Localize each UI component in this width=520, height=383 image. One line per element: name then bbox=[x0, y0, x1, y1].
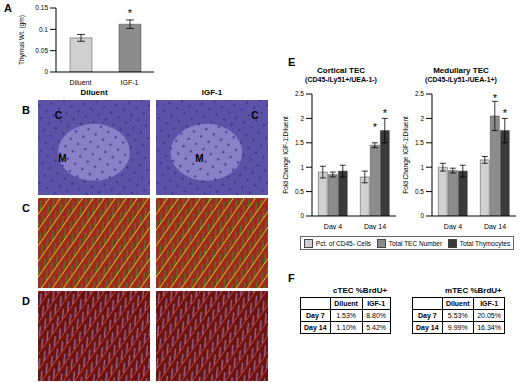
html-text:E: E bbox=[288, 56, 296, 68]
svg-text:2: 2 bbox=[300, 115, 304, 122]
svg-text:2: 2 bbox=[420, 115, 424, 122]
svg-text:C: C bbox=[55, 110, 62, 121]
svg-text:0.5: 0.5 bbox=[415, 188, 424, 195]
html-text:Pct. of CD45- Cells: Pct. of CD45- Cells bbox=[315, 239, 372, 247]
svg-text:0.1: 0.1 bbox=[39, 26, 48, 33]
html-text:1.10%: 1.10% bbox=[336, 324, 356, 331]
svg-text:*: * bbox=[383, 107, 388, 119]
html-text:Diluent: Diluent bbox=[80, 88, 108, 97]
html-text:A: A bbox=[4, 2, 12, 14]
html-text:(CD45-/Ly51+/UEA-1-): (CD45-/Ly51+/UEA-1-) bbox=[305, 76, 377, 83]
svg-text:Fold Change IGF-1:Diluent: Fold Change IGF-1:Diluent bbox=[282, 116, 290, 194]
html-text:B: B bbox=[22, 104, 30, 116]
html-text:9.99%: 9.99% bbox=[447, 324, 468, 331]
html-text:Diluent: Diluent bbox=[445, 300, 470, 307]
html-text:F: F bbox=[288, 272, 295, 284]
svg-text:2.5: 2.5 bbox=[415, 90, 424, 97]
svg-text:1: 1 bbox=[420, 164, 424, 171]
html-text:Total TEC Number: Total TEC Number bbox=[388, 239, 443, 247]
html-text:D: D bbox=[22, 295, 30, 307]
svg-text:0.5: 0.5 bbox=[295, 188, 304, 195]
html-text:Cortical TEC: Cortical TEC bbox=[317, 66, 365, 75]
svg-text:Thymus Wt. (gm): Thymus Wt. (gm) bbox=[18, 15, 26, 65]
svg-text:0: 0 bbox=[44, 68, 48, 75]
html-text:8.80%: 8.80% bbox=[366, 312, 386, 319]
svg-text:0: 0 bbox=[300, 212, 304, 219]
svg-text:0.15: 0.15 bbox=[35, 4, 48, 11]
svg-text:2.5: 2.5 bbox=[295, 90, 304, 97]
html-text:16.34%: 16.34% bbox=[477, 324, 501, 331]
svg-text:M: M bbox=[58, 153, 66, 164]
svg-text:Day 14: Day 14 bbox=[364, 223, 386, 230]
html-text:5.53%: 5.53% bbox=[447, 312, 468, 319]
svg-text:1.5: 1.5 bbox=[295, 139, 304, 146]
svg-text:Fold Change IGF-1:Diluent: Fold Change IGF-1:Diluent bbox=[402, 116, 410, 194]
svg-text:*: * bbox=[493, 92, 498, 104]
html-text:Medullary TEC: Medullary TEC bbox=[433, 66, 489, 75]
svg-text:0.05: 0.05 bbox=[35, 47, 48, 54]
svg-text:M: M bbox=[195, 153, 203, 164]
svg-text:Day 14: Day 14 bbox=[484, 223, 506, 230]
svg-text:0: 0 bbox=[420, 212, 424, 219]
html-text:Day 14: Day 14 bbox=[304, 324, 327, 331]
html-text:cTEC %BrdU+: cTEC %BrdU+ bbox=[333, 286, 388, 295]
html-text:C: C bbox=[22, 202, 30, 214]
html-text:5.42%: 5.42% bbox=[366, 324, 386, 331]
svg-text:*: * bbox=[373, 121, 378, 133]
html-text:1.53%: 1.53% bbox=[336, 312, 356, 319]
html-text:Day 7: Day 7 bbox=[417, 312, 437, 319]
html-text:20.05%: 20.05% bbox=[477, 312, 501, 319]
svg-text:1: 1 bbox=[300, 164, 304, 171]
html-text:(CD45-/Ly51-/UEA-1+): (CD45-/Ly51-/UEA-1+) bbox=[425, 76, 497, 83]
html-text:mTEC %BrdU+: mTEC %BrdU+ bbox=[445, 286, 502, 295]
html-text:Total Thymocytes: Total Thymocytes bbox=[459, 239, 511, 247]
html-text:Day 7: Day 7 bbox=[305, 312, 325, 319]
svg-text:*: * bbox=[128, 7, 133, 19]
svg-text:*: * bbox=[503, 107, 508, 119]
html-text:Diluent: Diluent bbox=[334, 300, 358, 307]
html-text:IGF-1: IGF-1 bbox=[367, 300, 385, 307]
svg-text:1.5: 1.5 bbox=[415, 139, 424, 146]
html-text:Day 14: Day 14 bbox=[416, 324, 439, 331]
svg-text:Diluent: Diluent bbox=[70, 79, 92, 86]
svg-text:Day 4: Day 4 bbox=[444, 223, 462, 230]
svg-text:Day 4: Day 4 bbox=[324, 223, 342, 230]
svg-text:C: C bbox=[251, 110, 258, 121]
svg-text:IGF-1: IGF-1 bbox=[121, 79, 139, 86]
html-text:IGF-1: IGF-1 bbox=[480, 300, 498, 307]
html-text:IGF-1: IGF-1 bbox=[201, 88, 223, 97]
